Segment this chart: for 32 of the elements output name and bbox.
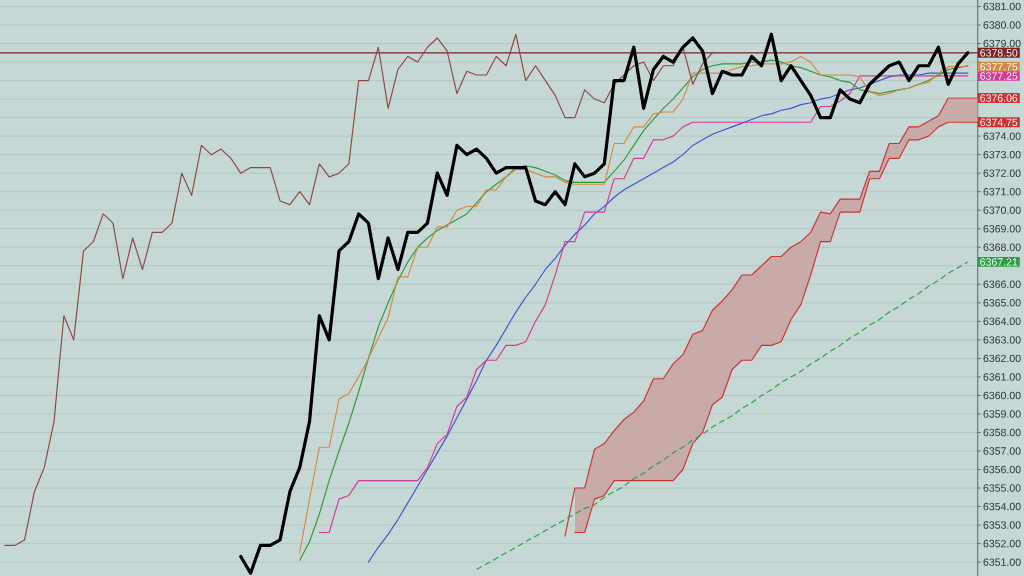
y-tick-label: 6352.00 (983, 539, 1021, 548)
y-tick-label: 6359.00 (983, 410, 1021, 418)
y-tick-label: 6374.00 (983, 132, 1021, 140)
data-label: 6376.06 (980, 94, 1018, 102)
data-label: 6377.25 (980, 72, 1018, 80)
y-tick-label: 6358.00 (983, 428, 1021, 437)
y-tick-label: 6357.00 (983, 447, 1021, 455)
data-label: 6367.21 (980, 258, 1018, 266)
data-label: 6374.75 (980, 118, 1018, 127)
y-tick-label: 6360.00 (983, 391, 1021, 400)
y-tick-label: 6363.00 (983, 336, 1021, 344)
y-tick-label: 6365.00 (983, 299, 1021, 307)
y-tick-label: 6356.00 (983, 465, 1021, 474)
y-tick-label: 6373.00 (983, 150, 1021, 159)
y-tick-label: 6364.00 (983, 317, 1021, 326)
y-tick-label: 6380.00 (983, 21, 1021, 29)
y-tick-label: 6362.00 (983, 354, 1021, 363)
y-tick-label: 6366.00 (983, 280, 1021, 289)
data-label: 6377.75 (980, 63, 1018, 71)
y-tick-label: 6371.00 (983, 187, 1021, 196)
y-tick-label: 6381.00 (983, 2, 1021, 11)
y-tick-label: 6353.00 (983, 521, 1021, 529)
y-tick-label: 6354.00 (983, 502, 1021, 511)
y-tick-label: 6370.00 (983, 206, 1021, 214)
y-tick-label: 6368.00 (983, 243, 1021, 251)
y-tick-label: 6351.00 (983, 558, 1021, 566)
y-tick-label: 6372.00 (983, 169, 1021, 177)
y-tick-label: 6369.00 (983, 225, 1021, 233)
y-tick-label: 6379.00 (983, 39, 1021, 48)
ref-line-label: 6378.50 (980, 49, 1018, 57)
y-tick-label: 6355.00 (983, 484, 1021, 492)
y-tick-label: 6361.00 (983, 373, 1021, 381)
